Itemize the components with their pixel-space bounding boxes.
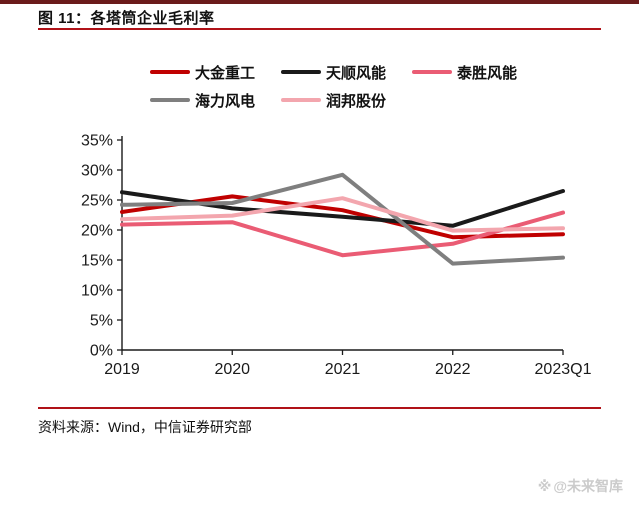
legend-swatch-line <box>150 98 190 102</box>
source-note: 资料来源：Wind，中信证券研究部 <box>38 419 252 435</box>
legend-label: 泰胜风能 <box>457 64 518 82</box>
legend-item: 大金重工 <box>150 58 281 86</box>
y-tick-label: 15% <box>81 253 113 270</box>
legend-label: 大金重工 <box>195 64 256 82</box>
figure-title: 图 11：各塔筒企业毛利率 <box>38 10 215 27</box>
watermark-label: @未来智库 <box>553 478 623 494</box>
legend-item: 润邦股份 <box>281 86 412 114</box>
legend-label: 海力风电 <box>195 92 256 110</box>
legend-swatch-line <box>281 70 321 74</box>
series-line <box>120 172 565 266</box>
legend-swatch-line <box>281 98 321 102</box>
x-tick-label: 2020 <box>214 361 250 378</box>
y-tick-label: 0% <box>90 343 113 360</box>
y-tick-label: 5% <box>90 313 113 330</box>
legend-swatch-line <box>150 70 190 74</box>
x-tick-label: 2019 <box>104 361 140 378</box>
series-line <box>120 196 565 233</box>
watermark: ※ @未来智库 <box>538 476 623 496</box>
series-line <box>120 210 565 258</box>
legend-label: 天顺风能 <box>326 64 387 82</box>
x-tick-label: 2021 <box>325 361 361 378</box>
legend-swatch-line <box>412 70 452 74</box>
y-tick-label: 35% <box>81 133 113 150</box>
y-tick-label: 30% <box>81 163 113 180</box>
top-border-rule <box>0 0 639 4</box>
chart-legend: 大金重工 天顺风能 泰胜风能海力风电 润邦股份 <box>150 58 570 114</box>
y-tick-label: 10% <box>81 283 113 300</box>
x-tick-label: 2022 <box>435 361 471 378</box>
x-tick-label: 2023Q1 <box>535 361 592 378</box>
legend-label: 润邦股份 <box>326 92 387 110</box>
y-tick-label: 20% <box>81 223 113 240</box>
title-underline-rule <box>38 28 601 30</box>
legend-item: 泰胜风能 <box>412 58 543 86</box>
legend-item: 天顺风能 <box>281 58 412 86</box>
watermark-icon: ※ <box>537 477 552 494</box>
y-tick-label: 25% <box>81 193 113 210</box>
legend-item: 海力风电 <box>150 86 281 114</box>
footer-rule <box>38 407 601 409</box>
